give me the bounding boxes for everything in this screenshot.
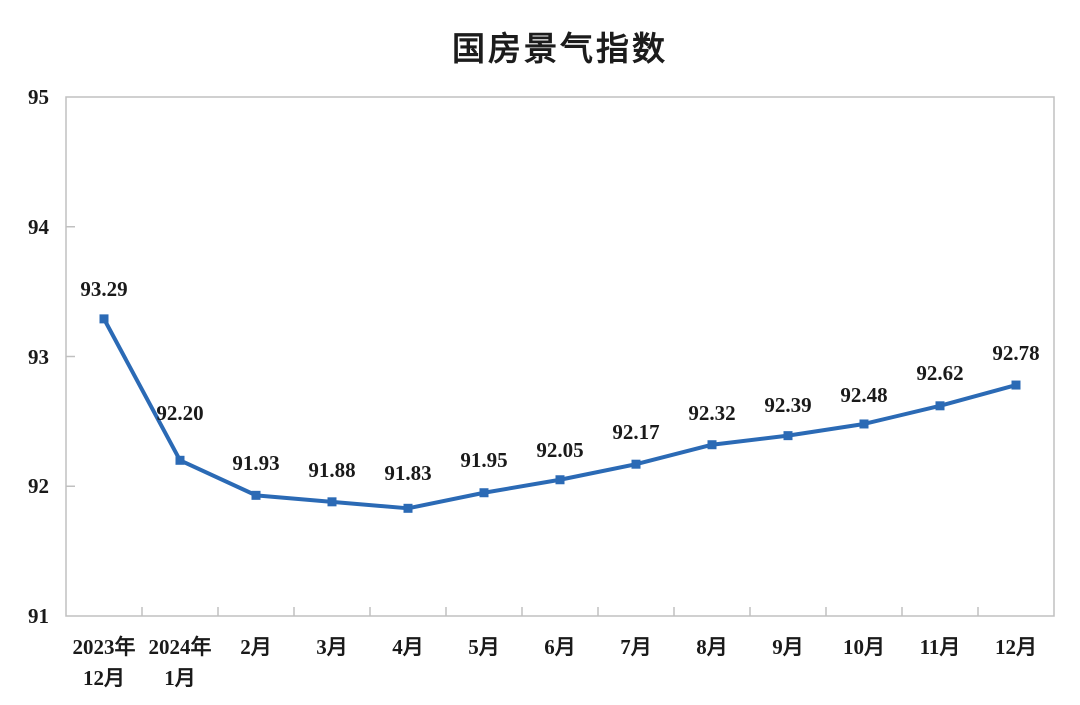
x-axis-category-label: 10月	[843, 635, 885, 659]
x-axis-category-label: 9月	[772, 635, 804, 659]
y-axis-tick-label: 94	[28, 214, 49, 239]
series-marker	[327, 497, 337, 507]
x-axis-category-label: 8月	[696, 635, 728, 659]
data-point-value-label: 92.32	[688, 400, 736, 425]
data-point-value-label: 91.88	[308, 457, 356, 482]
series-marker	[479, 488, 489, 498]
chart-title: 国房景气指数	[452, 30, 668, 67]
series-marker	[175, 455, 185, 465]
series-marker	[631, 459, 641, 469]
x-axis-category-label: 2023年 12月	[72, 635, 136, 690]
data-point-value-label: 92.17	[612, 420, 660, 445]
series-marker	[403, 503, 413, 513]
plot-border	[65, 96, 1055, 617]
y-axis-tick-label: 92	[28, 474, 49, 499]
data-point-value-label: 91.95	[460, 447, 508, 472]
x-axis-category-label: 2月	[240, 635, 272, 659]
series-marker	[555, 475, 565, 485]
series-marker	[935, 401, 945, 411]
series-marker	[251, 490, 261, 500]
series-marker	[1011, 380, 1021, 390]
data-point-value-label: 91.83	[384, 461, 432, 486]
y-axis-tick-label: 91	[28, 604, 49, 628]
x-axis-category-label: 4月	[392, 635, 424, 659]
data-point-value-label: 92.05	[536, 437, 584, 462]
series-marker	[783, 431, 793, 441]
x-axis-category-label: 5月	[468, 635, 500, 659]
series-marker	[859, 419, 869, 429]
x-axis-category-label: 7月	[620, 635, 652, 659]
data-point-value-label: 93.29	[80, 276, 128, 301]
data-point-value-label: 92.39	[764, 392, 812, 417]
series-marker	[99, 314, 109, 324]
x-axis-category-label: 11月	[919, 635, 961, 659]
series-marker	[707, 440, 717, 450]
x-axis-category-label: 12月	[995, 635, 1037, 659]
data-point-value-label: 92.20	[156, 401, 204, 426]
data-point-value-label: 92.78	[992, 341, 1040, 366]
x-axis-category-label: 2024年 1月	[148, 635, 212, 690]
y-axis-tick-label: 93	[28, 344, 49, 369]
data-point-value-label: 92.62	[916, 360, 964, 385]
y-axis-tick-label: 95	[28, 85, 49, 109]
x-axis-category-label: 6月	[544, 635, 576, 659]
x-axis-category-label: 3月	[316, 635, 348, 659]
data-point-value-label: 91.93	[232, 451, 280, 476]
data-point-value-label: 92.48	[840, 382, 888, 407]
